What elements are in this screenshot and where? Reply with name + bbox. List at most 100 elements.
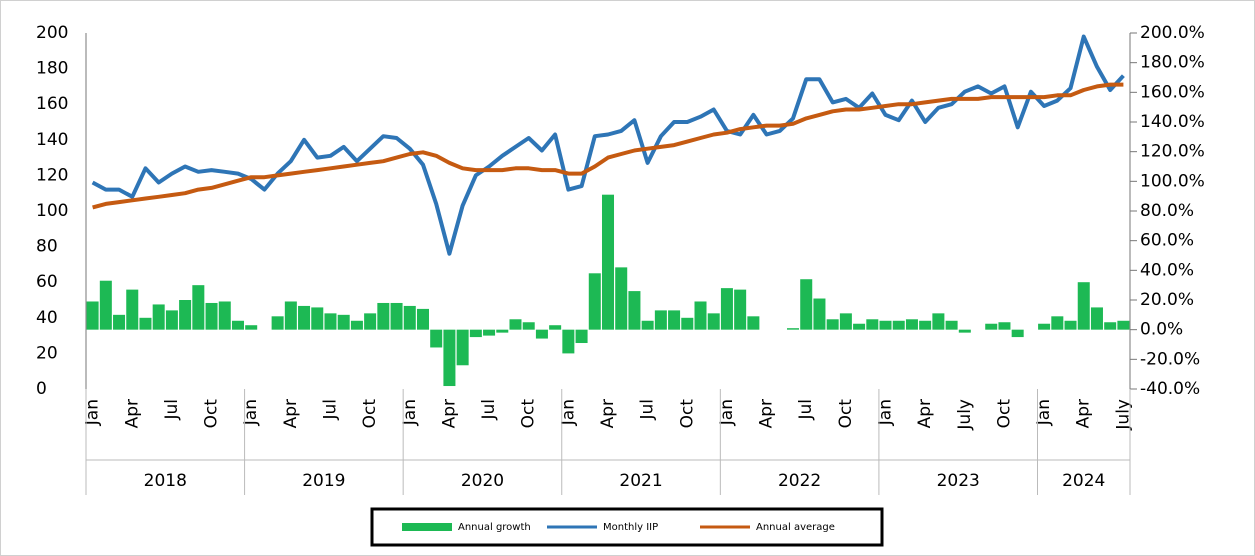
bar bbox=[1090, 307, 1103, 330]
x-tick-label: Apr bbox=[757, 399, 777, 428]
bar bbox=[337, 314, 350, 330]
bar bbox=[601, 194, 615, 330]
x-tick-label: Jan bbox=[83, 399, 103, 426]
x-tick-label: July bbox=[1113, 399, 1133, 431]
bar bbox=[892, 320, 905, 330]
y-tick-label: 140 bbox=[36, 130, 68, 150]
bar bbox=[905, 319, 918, 330]
bar bbox=[192, 285, 205, 330]
y-tick-label: 100 bbox=[36, 201, 68, 221]
line-series bbox=[92, 82, 1124, 210]
x-tick-label: Apr bbox=[915, 399, 935, 428]
legend-label: Annual average bbox=[756, 522, 835, 533]
y2-tick-label: 120.0% bbox=[1140, 142, 1205, 162]
bar bbox=[443, 329, 456, 387]
bar bbox=[1117, 320, 1130, 330]
bar bbox=[271, 316, 284, 330]
bar bbox=[126, 289, 139, 330]
bar bbox=[1064, 320, 1077, 330]
y2-tick-label: 80.0% bbox=[1140, 201, 1194, 221]
bar bbox=[615, 267, 628, 330]
bar bbox=[311, 307, 324, 330]
bar bbox=[787, 328, 800, 330]
y-tick-label: 0 bbox=[36, 379, 47, 399]
bar bbox=[1038, 323, 1051, 330]
bar bbox=[298, 305, 311, 330]
x-tick-label: Jan bbox=[1034, 399, 1054, 426]
legend-swatch bbox=[402, 523, 452, 531]
bar bbox=[998, 322, 1011, 330]
bar bbox=[879, 320, 892, 330]
x-tick-label: Oct bbox=[677, 399, 697, 429]
legend-label: Monthly IIP bbox=[603, 522, 658, 533]
bar bbox=[86, 301, 99, 330]
bar bbox=[231, 320, 244, 330]
x-tick-label: Oct bbox=[360, 399, 380, 429]
x-tick-label: Oct bbox=[836, 399, 856, 429]
bar bbox=[139, 317, 152, 330]
y2-tick-label: 40.0% bbox=[1140, 260, 1194, 280]
bar bbox=[496, 329, 509, 333]
group-label: 2018 bbox=[144, 471, 187, 491]
x-tick-label: Jul bbox=[796, 399, 816, 421]
y2-tick-label: 60.0% bbox=[1140, 231, 1194, 251]
bar bbox=[1104, 322, 1117, 330]
bar bbox=[985, 323, 998, 330]
x-tick-label: Jan bbox=[241, 399, 261, 426]
x-tick-label: Jul bbox=[162, 399, 182, 421]
bar bbox=[654, 310, 667, 330]
bar bbox=[403, 305, 416, 330]
bar bbox=[826, 319, 839, 330]
bar bbox=[839, 313, 852, 330]
x-tick-label: Apr bbox=[122, 399, 142, 428]
y2-tick-label: 100.0% bbox=[1140, 171, 1205, 191]
bar bbox=[456, 329, 469, 366]
bar bbox=[945, 320, 958, 330]
x-tick-label: Jul bbox=[479, 399, 499, 421]
bar bbox=[668, 310, 681, 330]
bar bbox=[509, 319, 522, 330]
bar bbox=[364, 313, 377, 330]
bar bbox=[535, 329, 548, 339]
bar bbox=[628, 291, 641, 330]
bar bbox=[179, 300, 192, 330]
bar bbox=[430, 329, 443, 348]
y-tick-label: 20 bbox=[36, 343, 58, 363]
bar bbox=[113, 314, 126, 330]
y-tick-label: 40 bbox=[36, 308, 58, 328]
y-tick-label: 60 bbox=[36, 272, 58, 292]
y2-tick-label: -40.0% bbox=[1140, 379, 1200, 399]
bar bbox=[324, 313, 337, 330]
bar bbox=[575, 329, 588, 344]
bar bbox=[853, 323, 866, 330]
bar bbox=[1077, 282, 1090, 330]
x-tick-label: Jan bbox=[400, 399, 420, 426]
bar bbox=[390, 302, 403, 330]
bar bbox=[469, 329, 482, 338]
bar bbox=[99, 280, 112, 330]
bar bbox=[416, 308, 429, 330]
bar bbox=[522, 322, 535, 330]
bar bbox=[919, 320, 932, 330]
x-tick-label: Apr bbox=[598, 399, 618, 428]
bar bbox=[641, 320, 654, 330]
bar bbox=[152, 304, 165, 330]
x-tick-label: Apr bbox=[281, 399, 301, 428]
y-tick-label: 120 bbox=[36, 165, 68, 185]
y-tick-label: 180 bbox=[36, 59, 68, 79]
y2-tick-label: 0.0% bbox=[1140, 320, 1183, 340]
group-label: 2022 bbox=[778, 471, 821, 491]
x-tick-label: Oct bbox=[994, 399, 1014, 429]
bar bbox=[813, 298, 826, 330]
bar bbox=[284, 301, 297, 330]
bar bbox=[707, 313, 720, 330]
y-tick-label: 160 bbox=[36, 94, 68, 114]
bar bbox=[245, 325, 258, 330]
bar bbox=[932, 313, 945, 330]
x-tick-label: Oct bbox=[519, 399, 539, 429]
y2-tick-label: 20.0% bbox=[1140, 290, 1194, 310]
bar bbox=[562, 329, 575, 354]
bar bbox=[350, 320, 363, 330]
